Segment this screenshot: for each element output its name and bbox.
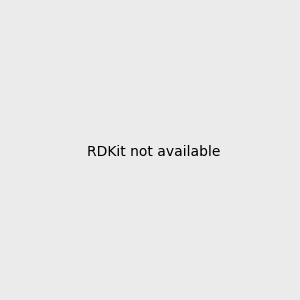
Text: RDKit not available: RDKit not available — [87, 145, 220, 158]
